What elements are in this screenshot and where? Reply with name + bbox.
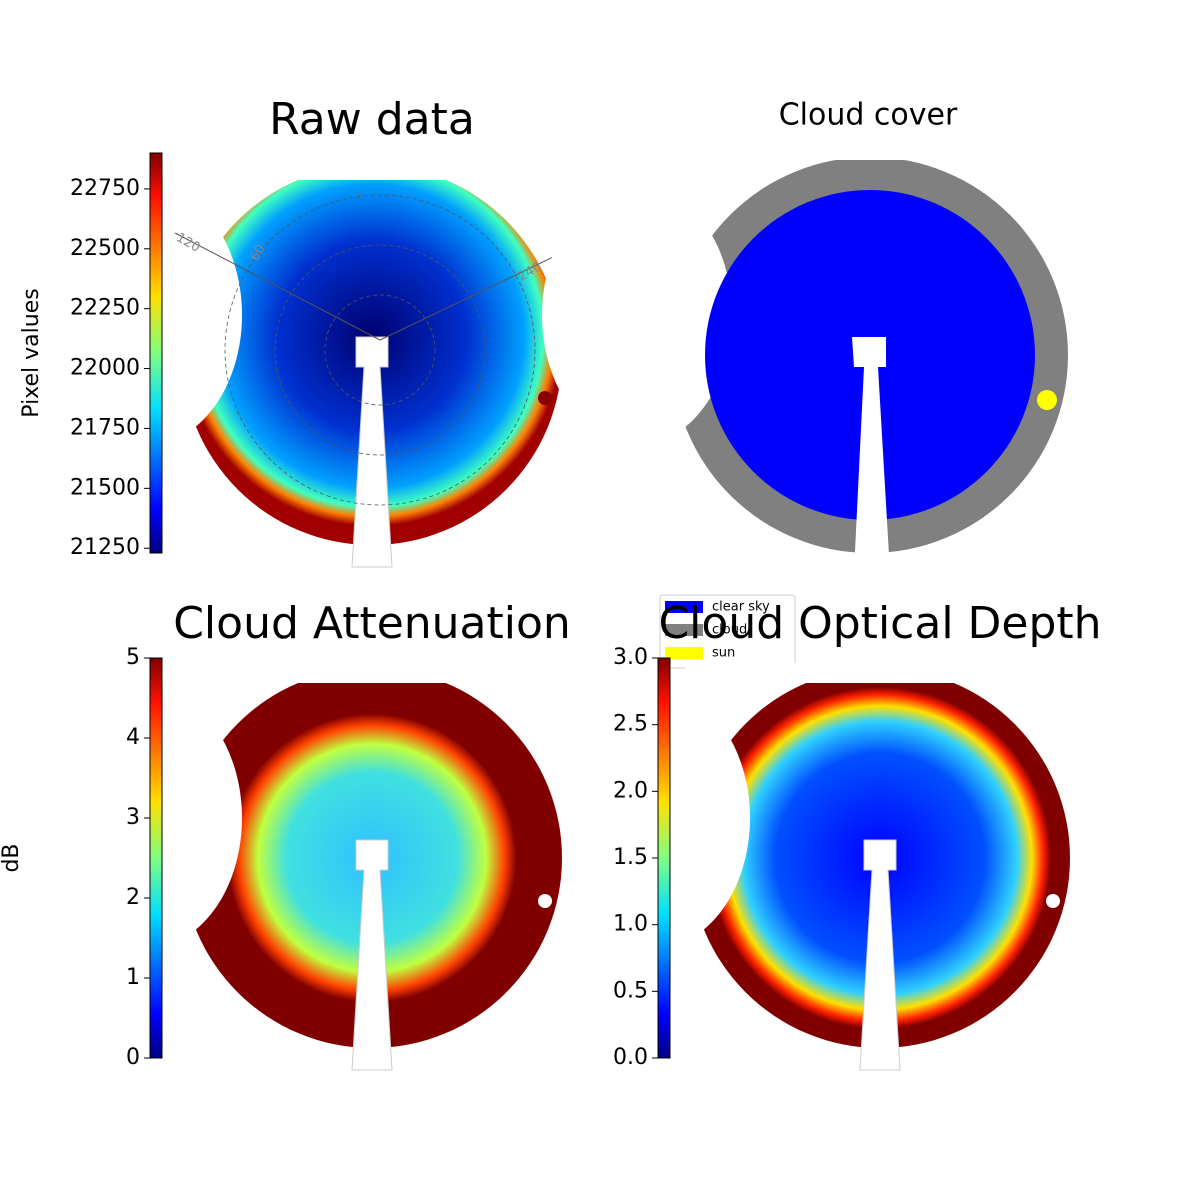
colorbar	[149, 657, 163, 1059]
polar-spoke	[174, 232, 381, 341]
image-mask	[685, 663, 1075, 683]
colorbar	[657, 657, 671, 1059]
camera-arm	[859, 839, 901, 1071]
panel-title: Cloud Optical Depth	[658, 598, 1101, 649]
tick-label: 1	[126, 965, 140, 990]
tick-label: 21750	[70, 415, 140, 440]
tick-label: 3.0	[613, 645, 648, 670]
polar-circle	[274, 244, 486, 456]
legend-swatch	[665, 601, 703, 613]
tick-label: 22500	[70, 236, 140, 261]
colorbar-label: Pixel values	[19, 288, 44, 417]
legend-swatch	[665, 647, 703, 659]
sun-marker	[538, 391, 552, 405]
tick-label: 22250	[70, 296, 140, 321]
legend-swatch	[665, 624, 703, 636]
tick-label: 2.5	[613, 712, 648, 737]
legend-label: cloud	[712, 623, 747, 638]
image-mask	[177, 663, 567, 683]
tick-label: 5	[126, 645, 140, 670]
sun-marker	[538, 894, 552, 908]
polar-circle	[224, 194, 536, 506]
tick-label: 3	[126, 805, 140, 830]
tick-label: 1.5	[613, 845, 648, 870]
tick-label: 0.5	[613, 978, 648, 1003]
panel-title: Cloud cover	[779, 98, 958, 133]
polar-circle	[324, 294, 436, 406]
legend-label: clear sky	[712, 600, 770, 615]
sun-region	[1037, 390, 1057, 410]
polar-spoke	[379, 247, 573, 341]
tick-label: 2.0	[613, 778, 648, 803]
polar-overlay	[174, 194, 573, 506]
camera-arm	[852, 337, 890, 572]
legend-label: sun	[712, 646, 735, 661]
tick-label: 22000	[70, 356, 140, 381]
colorbar	[149, 152, 163, 554]
tick-label: 0.0	[613, 1045, 648, 1070]
image-mask	[542, 185, 732, 445]
tick-label: 21250	[70, 535, 140, 560]
tick-label: 1.0	[613, 912, 648, 937]
camera-arm	[351, 336, 393, 568]
tick-label: 4	[126, 725, 140, 750]
image-mask	[52, 185, 242, 445]
polar-annotation: 60	[247, 242, 268, 264]
colorbar-label: dB	[0, 843, 24, 872]
tick-label: 21500	[70, 475, 140, 500]
tick-label: 2	[126, 885, 140, 910]
panel-title: Raw data	[269, 94, 475, 145]
image-mask	[665, 150, 1075, 160]
tick-label: 22750	[70, 176, 140, 201]
image-mask	[177, 160, 567, 180]
panel-title: Cloud Attenuation	[173, 598, 571, 649]
image-mask	[560, 688, 750, 948]
camera-arm	[351, 839, 393, 1071]
sun-marker	[1046, 894, 1060, 908]
tick-label: 0	[126, 1045, 140, 1070]
